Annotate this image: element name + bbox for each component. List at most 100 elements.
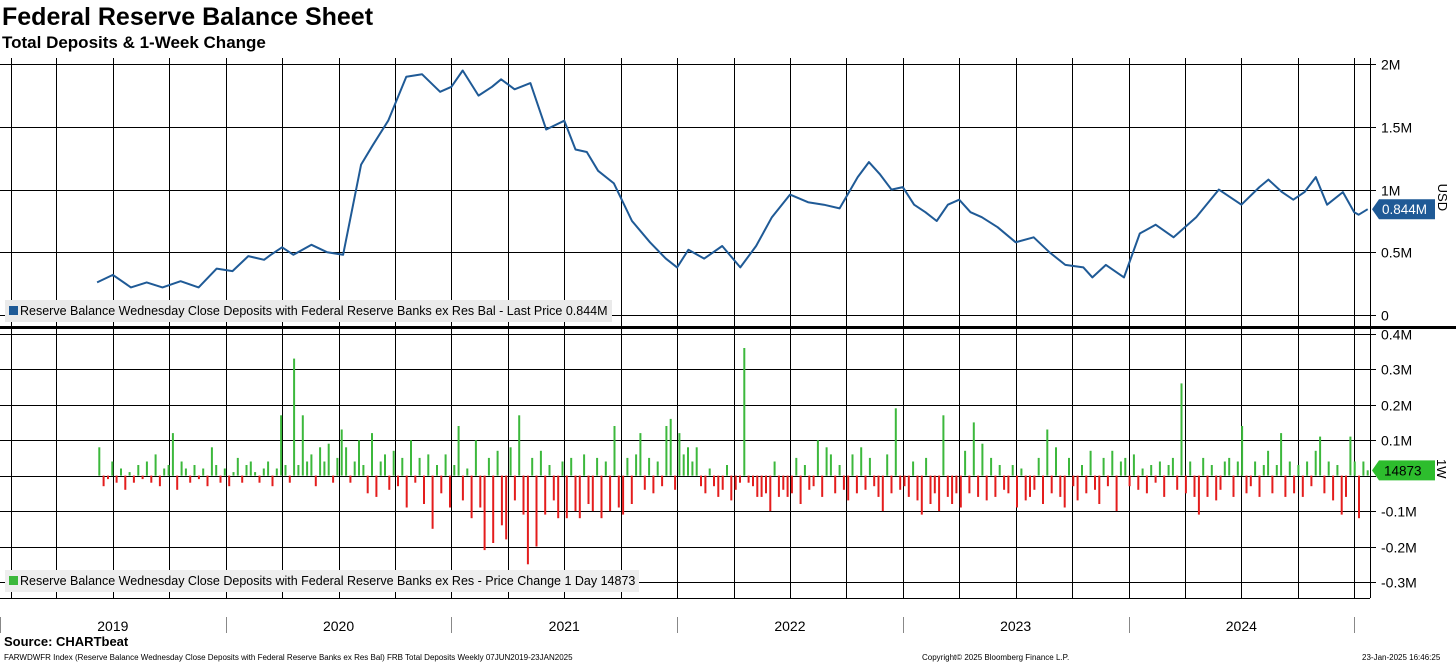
bar — [1176, 475, 1179, 490]
bar — [1366, 470, 1369, 476]
bar — [1171, 457, 1174, 476]
y-axis-title-usd: USD — [1435, 184, 1450, 211]
bar — [565, 475, 568, 519]
bar — [1007, 475, 1010, 494]
bar — [474, 440, 477, 476]
bar — [977, 475, 980, 497]
bar — [1228, 457, 1231, 476]
bar — [968, 475, 971, 494]
x-year-label: 2019 — [97, 618, 128, 634]
bar — [726, 465, 728, 476]
bar — [769, 475, 772, 512]
bar — [652, 475, 655, 494]
bar — [829, 454, 832, 476]
bar — [570, 457, 573, 476]
bar — [739, 475, 741, 483]
bar — [470, 475, 473, 519]
bar — [964, 450, 967, 476]
bar — [1301, 475, 1304, 497]
bar — [392, 450, 395, 476]
bar — [349, 475, 352, 483]
bar — [760, 475, 763, 497]
bar — [803, 465, 806, 476]
bar — [293, 358, 296, 476]
bar — [397, 475, 399, 487]
last-price-tag-label: 0.844M — [1382, 202, 1427, 217]
bar — [1050, 475, 1053, 494]
bar — [1011, 465, 1014, 476]
bar — [1353, 461, 1356, 476]
bar — [656, 461, 659, 476]
bar — [860, 447, 863, 476]
bar — [1150, 465, 1153, 476]
bar — [717, 475, 720, 497]
bar — [747, 475, 750, 483]
bar — [1154, 475, 1157, 483]
y-tick-label: -0.3M — [1381, 575, 1417, 591]
bar — [1189, 461, 1192, 476]
bar — [362, 465, 365, 476]
bar — [938, 475, 941, 512]
legend-deposits: Reserve Balance Wednesday Close Deposits… — [5, 300, 612, 322]
index-description: FARWDWFR Index (Reserve Balance Wednesda… — [4, 653, 573, 662]
source-note: Source: CHARTbeat — [4, 634, 129, 649]
bar — [1306, 461, 1309, 476]
bar — [1184, 475, 1187, 494]
bar — [1232, 475, 1235, 497]
bar — [981, 443, 984, 476]
bar — [903, 475, 906, 487]
bar — [340, 429, 343, 476]
bar — [132, 475, 135, 483]
bar — [894, 408, 897, 476]
bar — [591, 475, 594, 512]
bar — [1241, 426, 1244, 476]
bar — [241, 475, 244, 483]
bar — [942, 415, 945, 476]
bar — [609, 475, 612, 512]
bar — [708, 468, 711, 476]
bar — [1193, 475, 1196, 497]
bar — [704, 475, 707, 494]
bar — [137, 465, 140, 476]
bar — [115, 475, 118, 483]
last-price-tag — [1372, 199, 1435, 220]
bar — [371, 433, 373, 476]
x-year-label: 2022 — [774, 618, 805, 634]
bar — [202, 468, 205, 476]
bar — [1180, 383, 1183, 476]
bar — [297, 465, 300, 476]
bar — [1124, 457, 1127, 476]
bar — [526, 475, 529, 565]
bar — [1063, 475, 1066, 508]
bar — [990, 457, 993, 476]
legend-deposits-label: Reserve Balance Wednesday Close Deposits… — [20, 304, 608, 318]
bar — [301, 415, 304, 476]
legend-change: Reserve Balance Wednesday Close Deposits… — [5, 570, 640, 592]
bar — [1349, 436, 1352, 476]
x-year-label: 2023 — [1000, 618, 1031, 634]
bar — [587, 475, 590, 504]
bar — [548, 465, 551, 476]
bar — [358, 440, 360, 476]
bar — [648, 457, 651, 476]
bar — [440, 475, 443, 494]
y-tick-label: 0 — [1381, 308, 1389, 324]
bar — [275, 468, 278, 476]
bar — [1219, 475, 1222, 490]
bar — [410, 440, 412, 476]
bar — [985, 475, 988, 501]
bar — [912, 461, 915, 476]
bar — [777, 475, 780, 497]
bar — [1128, 475, 1131, 487]
bar — [630, 475, 633, 504]
bar — [111, 461, 114, 476]
bar — [128, 472, 131, 476]
bar — [552, 475, 555, 501]
bar — [665, 426, 668, 476]
bar — [1003, 475, 1006, 490]
bar — [405, 475, 408, 508]
bar — [518, 415, 521, 476]
bar — [1297, 465, 1300, 476]
bar — [1119, 461, 1122, 476]
bar — [249, 461, 252, 476]
